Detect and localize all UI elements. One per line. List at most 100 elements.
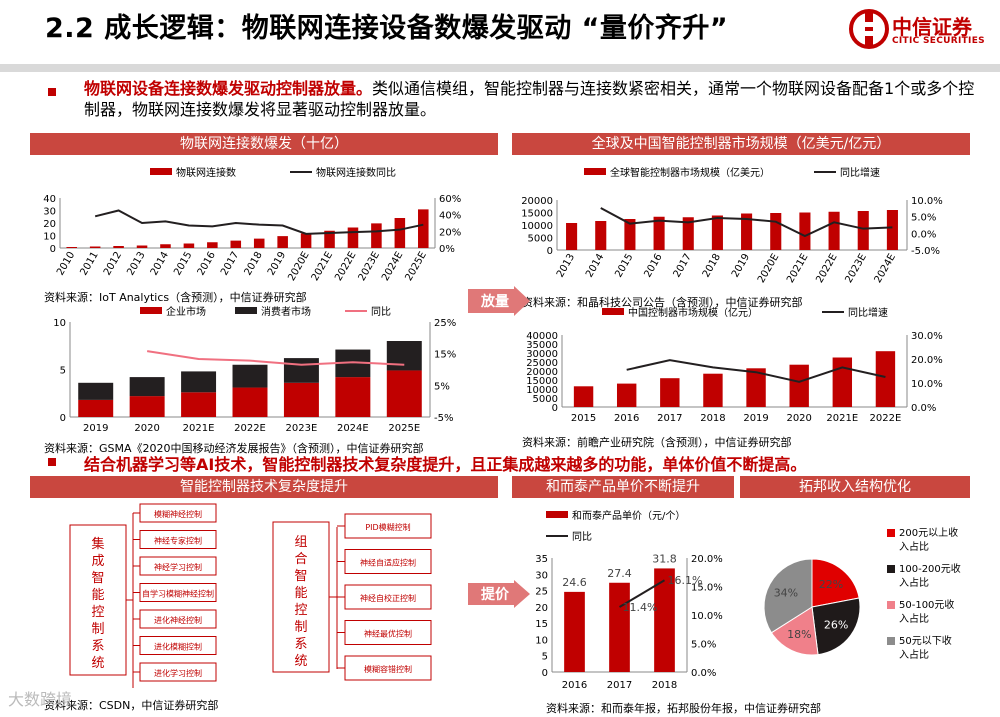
y2-tick-label: 30.0%: [911, 331, 943, 342]
bar: [394, 218, 406, 248]
x-tick-label: 2015: [571, 413, 596, 424]
watermark: 大数跨境: [8, 690, 73, 709]
legend-label: 消费者市场: [261, 305, 311, 318]
section-iot-connections: 物联网连接数爆发（十亿）: [30, 133, 498, 155]
bar: [741, 213, 753, 250]
left-item-label: 进化学习控制: [154, 668, 202, 678]
bar: [386, 341, 422, 371]
x-tick-label: 2013: [555, 252, 577, 280]
bar: [283, 382, 319, 417]
arrow-volume-label: 放量: [481, 294, 509, 310]
bar: [253, 238, 265, 248]
bar: [183, 243, 195, 248]
right-system-box: [272, 521, 330, 673]
arrow-volume-icon: [468, 286, 530, 316]
legend-swatch: [140, 307, 162, 314]
page-title: 2.2 成长逻辑：物联网连接设备数爆发驱动 “量价齐升”: [45, 13, 729, 44]
pie-label: 22%: [819, 578, 843, 591]
bar: [232, 387, 268, 417]
y-tick-label: 30: [535, 570, 548, 581]
logo-cn: 中信证券: [892, 15, 972, 39]
bar: [300, 233, 312, 248]
x-tick-label: 2015: [613, 252, 635, 280]
source-c6: 资料来源：和而泰年报，拓邦股份年报，中信证券研究部: [546, 702, 821, 715]
left-item-label: 神经专家控制: [154, 536, 202, 546]
x-tick-label: 2023E: [357, 250, 382, 283]
y2-tick-label: 5.0%: [691, 640, 716, 651]
right-system-title: 系: [294, 637, 307, 652]
bar: [653, 216, 665, 250]
x-tick-label: 2019: [83, 423, 108, 434]
x-tick-label: 2016: [614, 413, 639, 424]
y2-tick-label: 10.0%: [911, 379, 943, 390]
bar: [746, 368, 766, 407]
legend-label: 同比增速: [840, 166, 880, 179]
source-c2: 资料来源：GSMA《2020中国移动经济发展报告》（含预测），中信证券研究部: [44, 442, 424, 455]
pie-slice: [811, 558, 860, 608]
x-tick-label: 2022E: [234, 423, 266, 434]
left-item-label: 自学习模糊神经控制: [142, 589, 214, 599]
y-tick-label: 20000: [521, 196, 553, 207]
right-item-box: [344, 549, 432, 574]
legend-swatch: [546, 511, 568, 518]
right-system-title: 控: [294, 603, 307, 618]
section-complexity: 智能控制器技术复杂度提升: [30, 476, 498, 498]
x-tick-label: 2021E: [785, 252, 810, 285]
bar: [770, 213, 782, 250]
x-tick-label: 2022E: [870, 413, 902, 424]
bar: [386, 370, 422, 417]
y-tick-label: 5: [542, 652, 548, 663]
y2-tick-label: -5%: [434, 413, 453, 424]
line-data-label: 16.1%: [668, 574, 703, 587]
bar: [129, 377, 165, 397]
x-tick-label: 2016: [642, 252, 664, 280]
right-system-title: 智: [294, 569, 307, 584]
y-tick-label: 15000: [521, 209, 553, 220]
left-item-box: [139, 503, 217, 523]
bullet-icon: [48, 88, 56, 96]
y2-tick-label: 0.0%: [911, 403, 936, 414]
bar: [113, 246, 124, 248]
left-item-box: [139, 662, 217, 682]
left-item-box: [139, 636, 217, 655]
bar-data-label: 31.8: [652, 552, 677, 565]
y2-tick-label: 60%: [439, 194, 461, 205]
left-item-label: 神经学习控制: [154, 562, 202, 572]
left-system-title: 成: [91, 554, 104, 569]
bar: [654, 568, 675, 672]
y-tick-label: 10: [43, 232, 56, 243]
bar-data-label: 27.4: [607, 567, 632, 580]
bar: [324, 230, 335, 248]
bar: [609, 582, 630, 672]
legend-label: 入占比: [899, 612, 929, 625]
y-tick-label: 5: [60, 366, 66, 377]
y2-tick-label: 40%: [439, 211, 461, 222]
pie-label: 34%: [774, 587, 798, 600]
intro-rest: 类似通信模组，智能控制器与连接数紧密相关，通常一个物联网设备配备1个或多个控制器…: [84, 79, 975, 119]
y2-tick-label: -5.0%: [911, 246, 940, 257]
y-tick-label: 40000: [526, 331, 558, 342]
line-data-label: 11.4%: [623, 601, 658, 614]
legend-swatch: [235, 307, 257, 314]
right-item-box: [344, 584, 432, 610]
bar: [875, 351, 896, 407]
y-tick-label: 5000: [528, 234, 553, 245]
y2-tick-label: 15%: [434, 350, 456, 361]
right-system-title: 合: [294, 552, 307, 567]
left-system-title: 统: [91, 656, 104, 671]
right-item-label: 模糊容错控制: [364, 664, 412, 674]
x-tick-label: 2017: [607, 680, 632, 691]
right-item-box: [344, 513, 432, 539]
left-item-label: 进化模糊控制: [154, 642, 202, 652]
right-item-label: 神经自适应控制: [360, 558, 416, 568]
y-tick-label: 40: [43, 194, 56, 205]
legend-label: 中国控制器市场规模（亿元）: [628, 306, 758, 319]
left-system-title: 智: [91, 571, 104, 586]
bar: [682, 217, 694, 250]
y-tick-label: 0: [547, 246, 553, 257]
y2-tick-label: 15.0%: [691, 583, 723, 594]
right-item-box: [344, 620, 432, 645]
y2-tick-label: 20%: [439, 227, 461, 238]
y-tick-label: 20: [43, 219, 56, 230]
